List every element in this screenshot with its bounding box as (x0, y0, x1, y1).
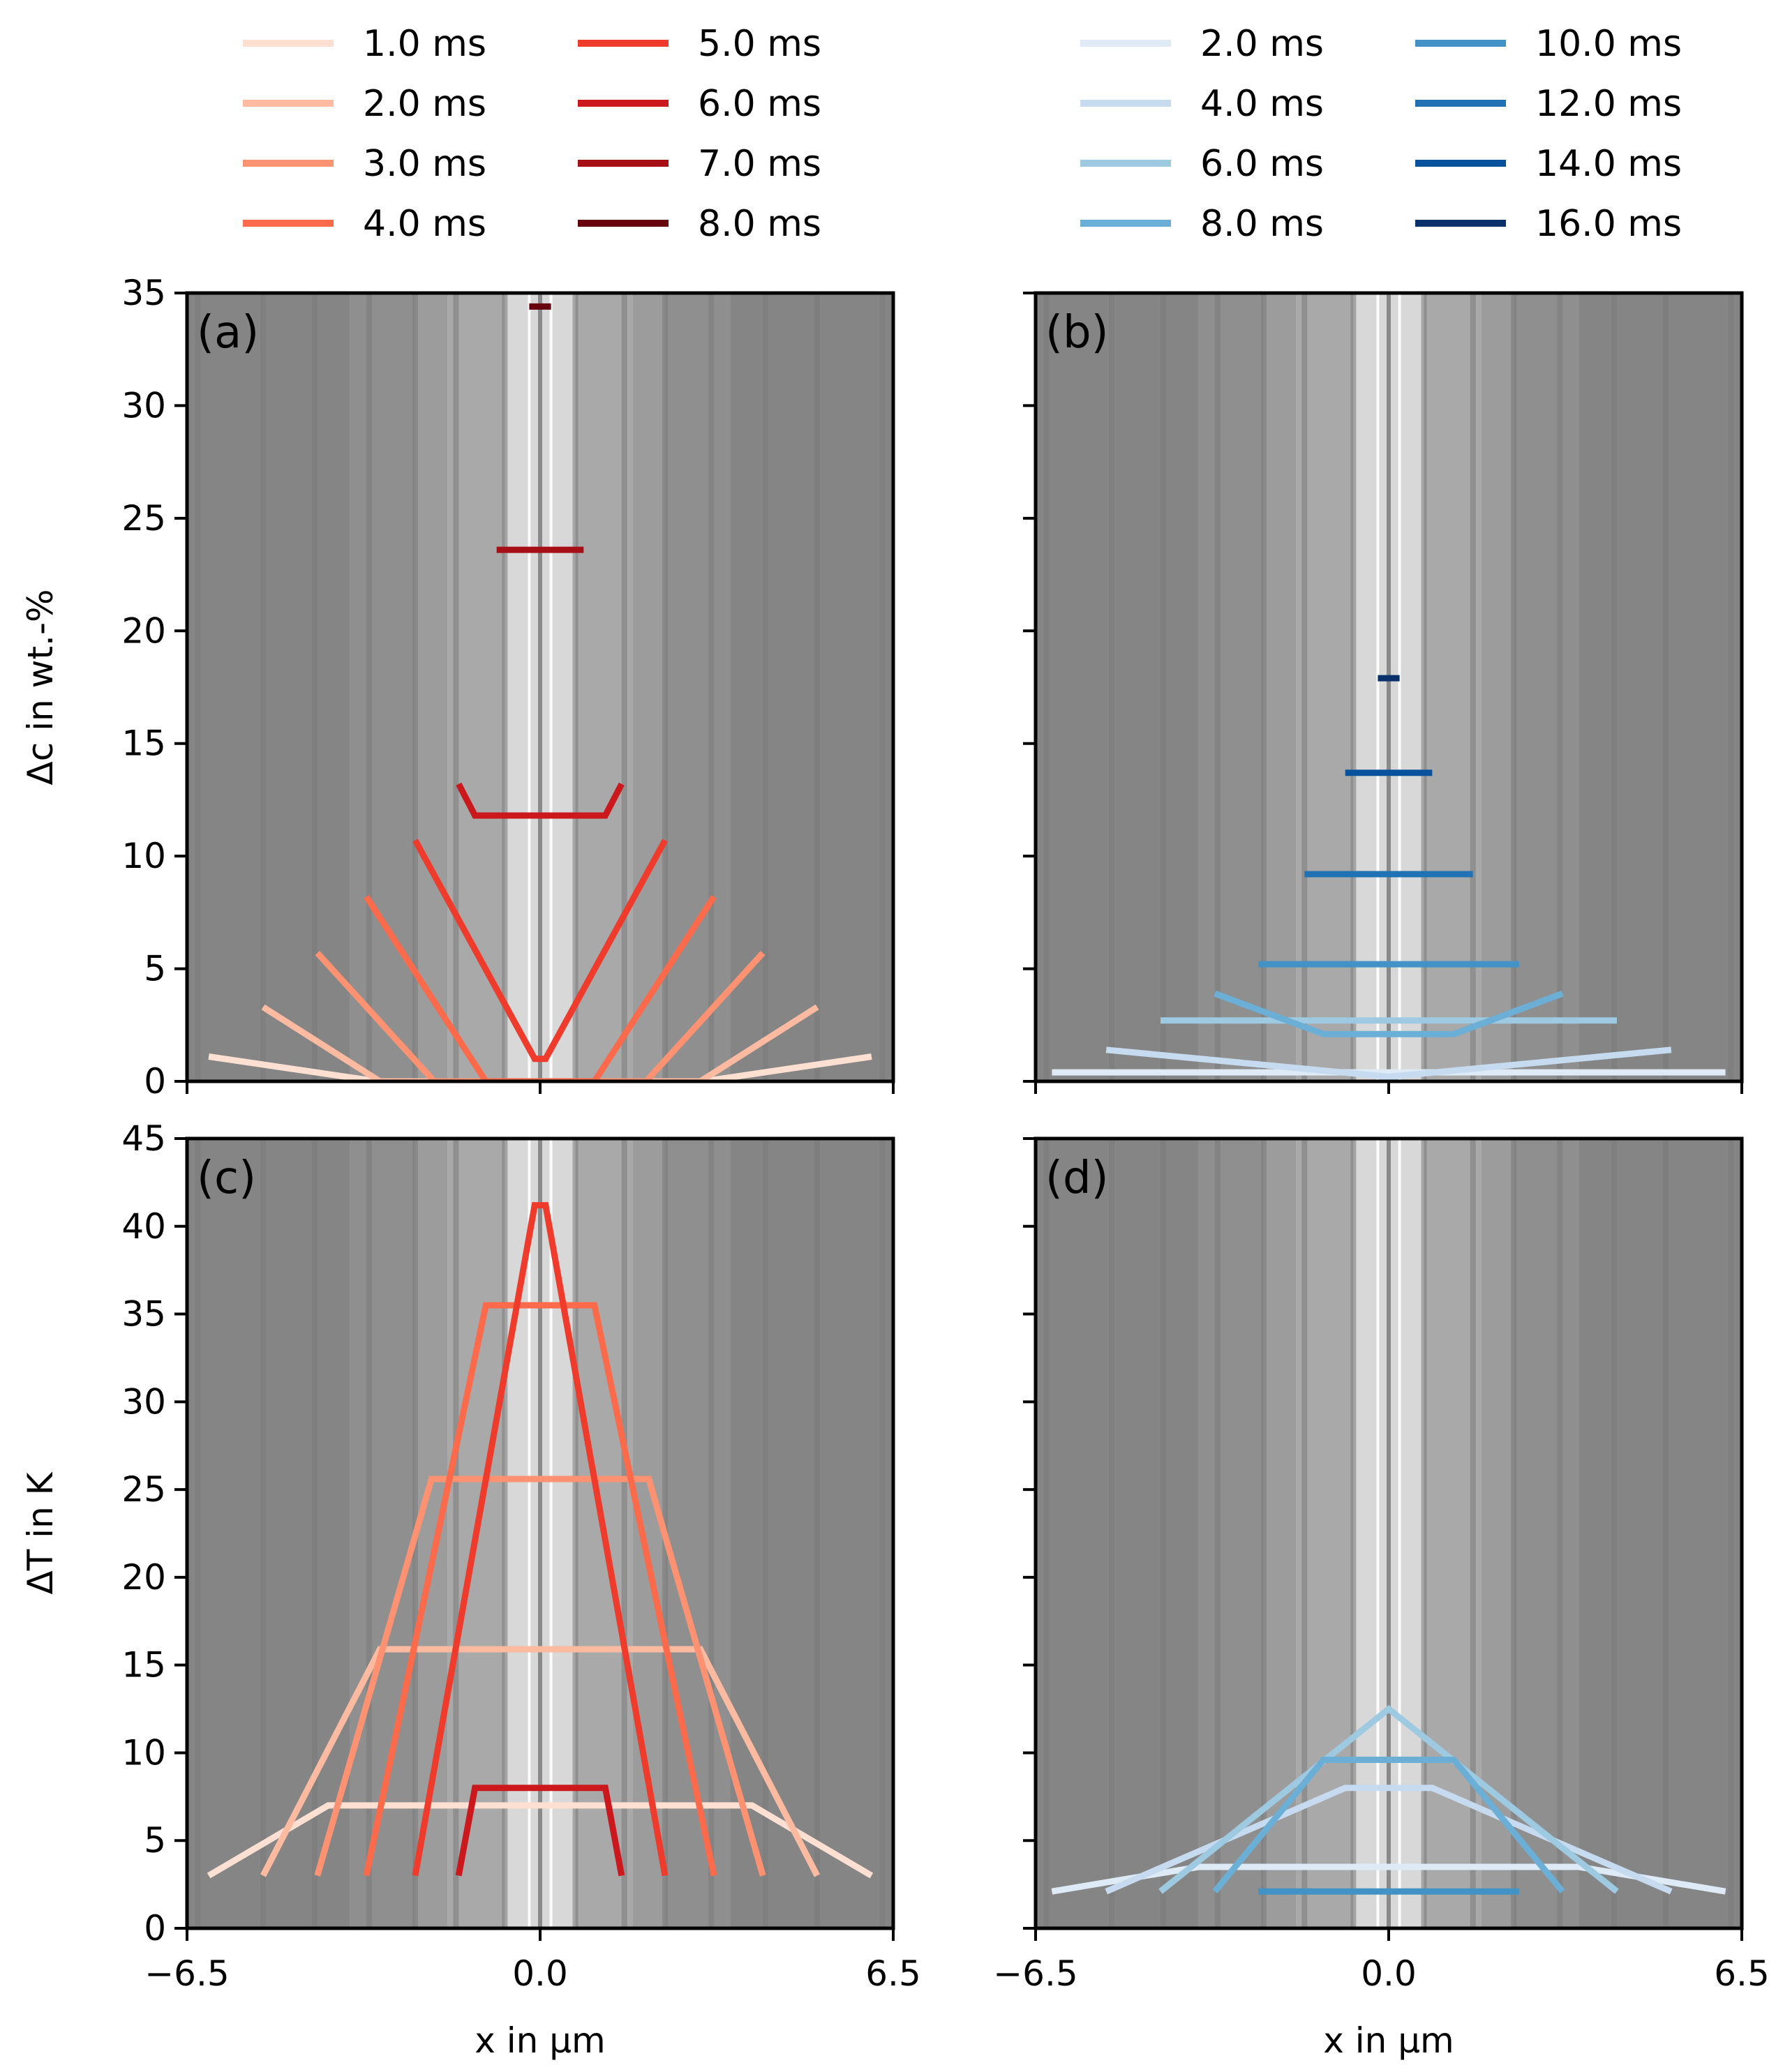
y-tick-label: 30 (121, 385, 166, 426)
y-tick-label: 20 (121, 1557, 166, 1598)
y-tick-label: 15 (121, 1645, 166, 1686)
series-line-6-0-ms (1158, 1704, 1619, 1894)
y-tick-label: 35 (121, 273, 166, 313)
legend-label: 5.0 ms (698, 23, 821, 65)
series-line-1-0-ms (208, 1053, 872, 1081)
legend-label: 16.0 ms (1535, 203, 1682, 245)
series-line-3-0-ms (315, 950, 766, 1081)
y-tick-label: 25 (121, 498, 166, 539)
x-tick-label: −6.5 (993, 1953, 1077, 1994)
background-band (1036, 293, 1199, 1081)
legend-label: 6.0 ms (698, 83, 821, 125)
plot-area (1036, 293, 1742, 1081)
legend-label: 12.0 ms (1535, 83, 1682, 125)
background-band (730, 293, 893, 1081)
background-band (350, 293, 415, 1081)
series-line-4-0-ms (364, 894, 717, 1081)
x-tick-label: −6.5 (144, 1953, 229, 1994)
background-band (187, 293, 350, 1081)
y-tick-label: 20 (121, 610, 166, 651)
y-tick-label: 5 (144, 1820, 166, 1861)
x-tick-label: 6.5 (1714, 1953, 1770, 1994)
series-line-5-0-ms (412, 1202, 669, 1877)
legend-label: 14.0 ms (1535, 143, 1682, 185)
legend-label: 2.0 ms (363, 83, 486, 125)
background-band (415, 293, 448, 1081)
series-line-8-0-ms (1212, 1757, 1565, 1894)
background-band (1198, 293, 1264, 1081)
background-band (632, 293, 666, 1081)
series-line-3-0-ms (314, 1476, 766, 1877)
background-band (730, 1139, 893, 1928)
series-line-6-0-ms (456, 782, 625, 819)
background-band (1263, 293, 1297, 1081)
legend-label: 3.0 ms (363, 143, 486, 185)
panel-d: −6.5 0.0 6.5 (d) x in μm (993, 1136, 1770, 2061)
background-band (1481, 293, 1514, 1081)
panel-label: (b) (1045, 307, 1109, 359)
y-tick-label: 10 (121, 836, 166, 876)
series-line-8-0-ms (1214, 990, 1564, 1037)
series-line-1-0-ms (207, 1802, 874, 1879)
series-line-4-0-ms (363, 1302, 717, 1877)
y-tick-label: 30 (121, 1381, 166, 1422)
background-band (1514, 293, 1579, 1081)
series-line-2-0-ms (1051, 1863, 1726, 1895)
panel-label: (c) (197, 1153, 256, 1204)
x-tick-label: 0.0 (512, 1953, 568, 1994)
background-band (1198, 1139, 1264, 1928)
legend-label: 2.0 ms (1200, 23, 1324, 65)
series-line-2-0-ms (261, 1004, 819, 1081)
x-axis-title: x in μm (475, 2020, 605, 2061)
x-axis-title: x in μm (1323, 2020, 1454, 2061)
background-band (1579, 1139, 1742, 1928)
series-line-4-0-ms (1105, 1046, 1672, 1081)
panel-a: 0 5 10 15 20 25 30 35 (a) Δc in wt.-% (20, 273, 895, 1102)
x-tick-label: 6.5 (865, 1953, 921, 1994)
background-band (1514, 1139, 1579, 1928)
y-axis-title: Δc in wt.-% (20, 589, 61, 785)
y-tick-label: 35 (121, 1294, 166, 1335)
y-tick-label: 15 (121, 723, 166, 764)
legend-label: 8.0 ms (1200, 203, 1324, 245)
y-tick-label: 40 (121, 1206, 166, 1247)
y-axis-title: ΔT in K (20, 1471, 61, 1594)
legend-label: 8.0 ms (698, 203, 821, 245)
x-tick-label: 0.0 (1361, 1953, 1417, 1994)
legend-label: 6.0 ms (1200, 143, 1324, 185)
panel-label: (d) (1045, 1153, 1109, 1204)
blue-legend: 2.0 ms 4.0 ms 6.0 ms 8.0 ms 10.0 ms 12.0 ms 14… (1080, 23, 1682, 245)
legend-label: 1.0 ms (363, 23, 486, 65)
legend-label: 10.0 ms (1535, 23, 1682, 65)
legend-label: 7.0 ms (698, 143, 821, 185)
y-tick-label: 5 (144, 949, 166, 989)
background-band (187, 1139, 350, 1928)
y-tick-label: 45 (121, 1118, 166, 1159)
panel-c: 0 5 10 15 20 25 30 35 40 45 −6.5 0.0 6.5 (c) ΔT in K x … (20, 1118, 921, 2061)
legend-label: 4.0 ms (363, 203, 486, 245)
background-band (1036, 1139, 1199, 1928)
y-tick-label: 10 (121, 1732, 166, 1773)
series-line-5-0-ms (412, 839, 668, 1063)
panel-b: (b) (1023, 291, 1744, 1094)
series-line-2-0-ms (260, 1646, 820, 1877)
y-tick-label: 25 (121, 1469, 166, 1510)
plot-area (187, 1139, 893, 1928)
background-band (415, 1139, 448, 1928)
plot-area (187, 293, 893, 1081)
y-tick-label: 0 (144, 1061, 166, 1102)
background-band (665, 293, 731, 1081)
panel-label: (a) (197, 307, 259, 359)
legend-label: 4.0 ms (1200, 83, 1324, 125)
plot-area (1036, 1139, 1742, 1928)
y-tick-label: 0 (144, 1908, 166, 1949)
series-line-6-0-ms (455, 1785, 625, 1877)
background-band (1579, 293, 1742, 1081)
red-legend: 1.0 ms 2.0 ms 3.0 ms 4.0 ms 5.0 ms 6.0 ms 7.0 … (243, 23, 821, 245)
background-band (632, 1139, 666, 1928)
